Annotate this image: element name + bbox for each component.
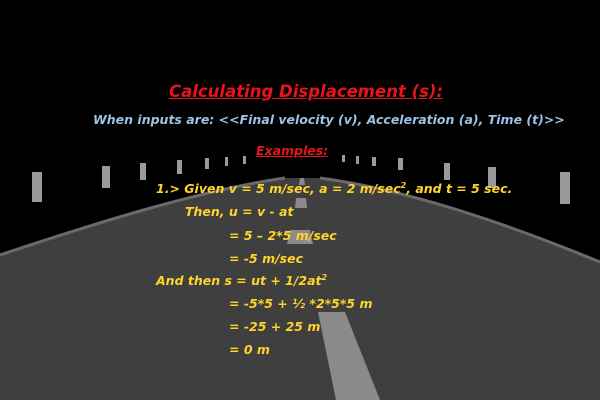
roadside-post [243, 156, 246, 164]
roadside-post [32, 172, 42, 202]
road-left-edge [0, 176, 286, 257]
given-line-exponent: 2 [400, 180, 407, 190]
road-surface [0, 178, 600, 400]
formula-line: And then s = ut + 1/2at2 [156, 273, 327, 288]
slide-subtitle: When inputs are: <<Final velocity (v), A… [93, 112, 565, 127]
roadside-post [356, 156, 359, 164]
roadside-post [398, 158, 403, 170]
roadside-post [342, 155, 345, 162]
result-line: = -5*5 + ½ *2*5*5 m [229, 296, 373, 311]
step-line: Then, u = v - at [185, 204, 294, 219]
examples-heading: Examples: [256, 143, 329, 158]
lane-dash [299, 178, 305, 185]
roadside-post [140, 163, 146, 180]
roadside-post [488, 167, 496, 188]
roadside-post [225, 157, 228, 166]
roadside-post [372, 157, 376, 166]
roadside-post [560, 172, 570, 204]
step-line: = 5 – 2*5 m/sec [229, 228, 337, 243]
lane-dash [287, 230, 313, 244]
result-line: = -25 + 25 m [229, 319, 321, 334]
given-line-tail: , and t = 5 sec. [406, 181, 513, 196]
lane-dash [318, 312, 380, 400]
result-line: = 0 m [229, 342, 270, 357]
slide-title: Calculating Displacement (s): [169, 82, 444, 101]
roadside-post [177, 160, 182, 174]
given-line-text: 1.> Given v = 5 m/sec, a = 2 m/sec [156, 181, 401, 196]
formula-line-exponent: 2 [321, 272, 328, 282]
road-right-edge [319, 176, 600, 264]
roadside-post [205, 158, 209, 169]
roadside-post [444, 163, 450, 180]
given-line: 1.> Given v = 5 m/sec, a = 2 m/sec2, and… [156, 181, 512, 196]
formula-line-text: And then s = ut + 1/2at [156, 273, 322, 288]
lane-dash [295, 198, 307, 208]
roadside-post [102, 166, 110, 188]
step-line: = -5 m/sec [229, 251, 303, 266]
